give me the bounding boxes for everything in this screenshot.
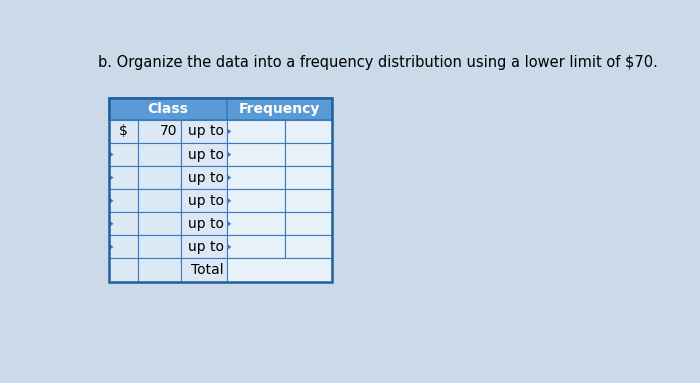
- Bar: [109, 120, 138, 143]
- Bar: [138, 259, 181, 282]
- Bar: [138, 189, 181, 212]
- Polygon shape: [109, 221, 113, 227]
- Bar: [285, 143, 332, 166]
- Bar: [109, 259, 138, 282]
- Bar: [138, 212, 181, 236]
- Text: up to: up to: [188, 124, 224, 138]
- Polygon shape: [227, 174, 231, 181]
- Polygon shape: [227, 221, 231, 227]
- Text: up to: up to: [188, 217, 224, 231]
- Polygon shape: [109, 244, 113, 250]
- Bar: [285, 189, 332, 212]
- Polygon shape: [109, 151, 113, 158]
- Bar: [285, 166, 332, 189]
- Bar: [109, 236, 138, 259]
- Bar: [227, 212, 285, 236]
- Bar: [181, 259, 227, 282]
- Bar: [181, 143, 227, 166]
- Bar: [109, 189, 138, 212]
- Bar: [285, 236, 332, 259]
- Polygon shape: [227, 151, 231, 158]
- Text: b. Organize the data into a frequency distribution using a lower limit of $70.: b. Organize the data into a frequency di…: [98, 55, 658, 70]
- Bar: [181, 166, 227, 189]
- Polygon shape: [227, 244, 231, 250]
- Bar: [138, 166, 181, 189]
- Bar: [285, 120, 332, 143]
- Bar: [181, 120, 227, 143]
- Bar: [227, 120, 285, 143]
- Polygon shape: [109, 198, 113, 204]
- Bar: [227, 236, 285, 259]
- Bar: [138, 143, 181, 166]
- Bar: [227, 189, 285, 212]
- Polygon shape: [227, 198, 231, 204]
- Text: Total: Total: [191, 263, 224, 277]
- Text: $: $: [119, 124, 128, 138]
- Bar: [227, 166, 285, 189]
- Text: 70: 70: [160, 124, 177, 138]
- Bar: [227, 143, 285, 166]
- Polygon shape: [109, 174, 113, 181]
- Bar: [109, 143, 138, 166]
- Text: Class: Class: [148, 102, 188, 116]
- Bar: [138, 236, 181, 259]
- Text: up to: up to: [188, 171, 224, 185]
- Text: up to: up to: [188, 240, 224, 254]
- Bar: [109, 98, 227, 120]
- Bar: [181, 236, 227, 259]
- Bar: [109, 212, 138, 236]
- Bar: [181, 212, 227, 236]
- Text: up to: up to: [188, 147, 224, 162]
- Bar: [227, 98, 332, 120]
- Bar: [109, 98, 332, 282]
- Bar: [138, 120, 181, 143]
- Bar: [109, 166, 138, 189]
- Text: up to: up to: [188, 194, 224, 208]
- Bar: [285, 212, 332, 236]
- Bar: [227, 259, 332, 282]
- Text: Frequency: Frequency: [239, 102, 320, 116]
- Bar: [181, 189, 227, 212]
- Polygon shape: [227, 128, 231, 135]
